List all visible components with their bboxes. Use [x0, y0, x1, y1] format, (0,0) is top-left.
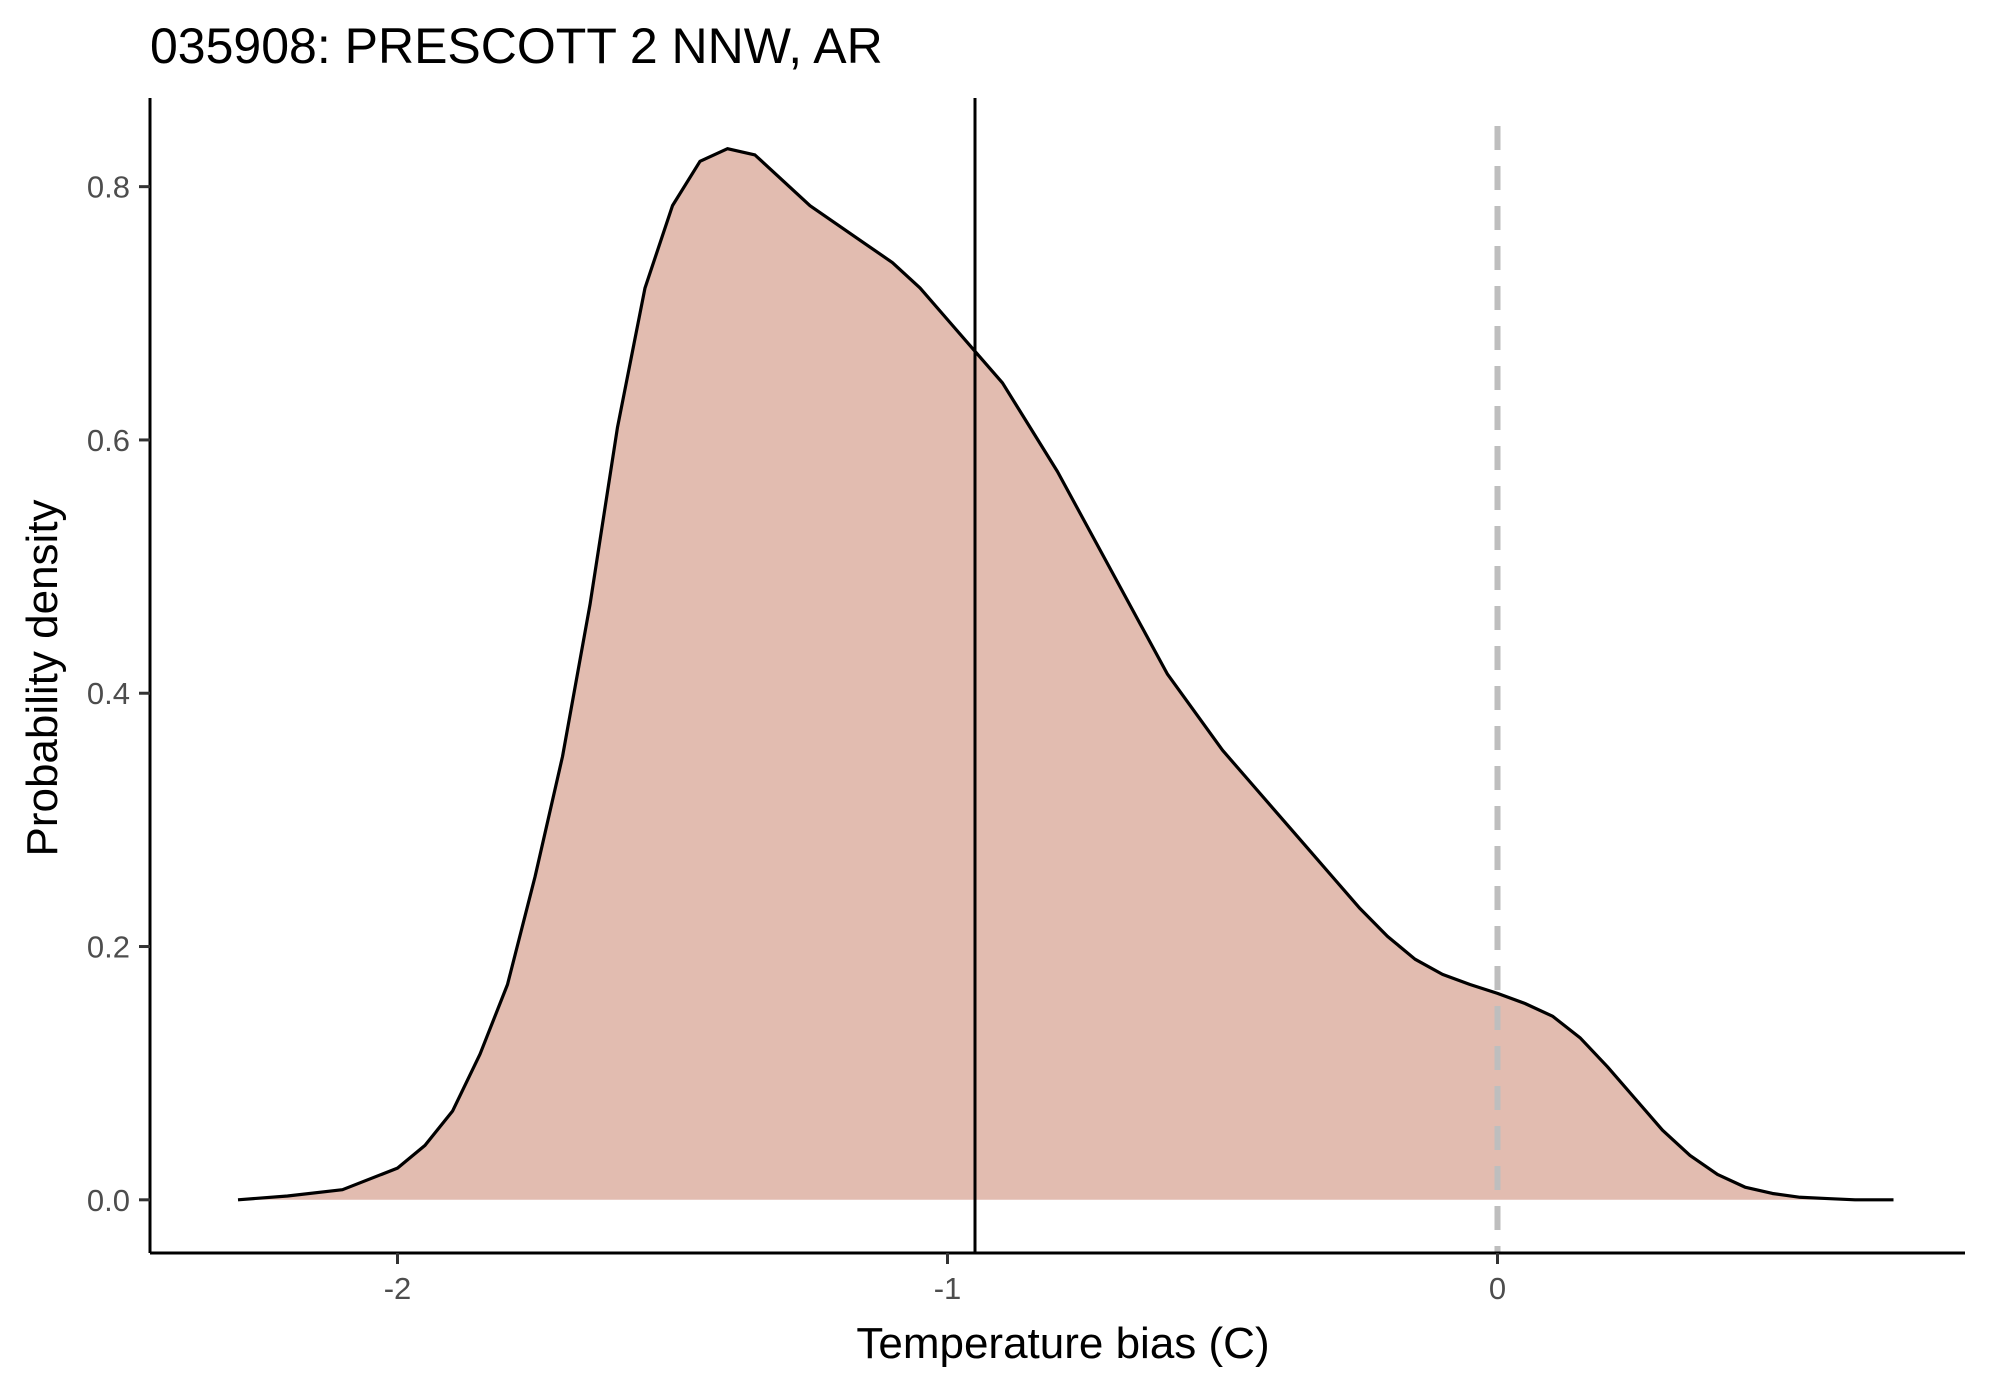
- y-tick-label: 0.4: [87, 676, 130, 711]
- y-axis-title: Probability density: [18, 499, 67, 856]
- density-area: [238, 148, 1894, 1200]
- y-tick-label: 0.6: [87, 423, 130, 458]
- x-axis-title: Temperature bias (C): [856, 1319, 1269, 1368]
- y-axis-ticks: 0.0 0.2 0.4 0.6 0.8: [87, 170, 150, 1218]
- x-tick-label: -2: [384, 1271, 412, 1306]
- density-curve: [237, 147, 1894, 1202]
- y-tick-label: 0.0: [87, 1183, 130, 1218]
- y-tick-label: 0.8: [87, 170, 130, 205]
- plot-area: [237, 98, 1894, 1253]
- x-tick-label: 0: [1489, 1271, 1506, 1306]
- x-axis-ticks: -2 -1 0: [384, 1253, 1506, 1306]
- chart-title: 035908: PRESCOTT 2 NNW, AR: [150, 18, 883, 74]
- x-tick-label: -1: [934, 1271, 962, 1306]
- y-tick-label: 0.2: [87, 930, 130, 965]
